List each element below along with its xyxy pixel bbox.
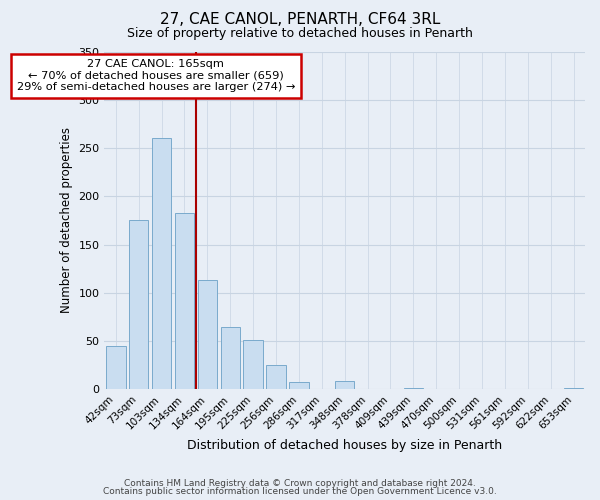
Bar	[152, 138, 172, 390]
Bar	[197, 280, 217, 390]
Bar	[221, 326, 240, 390]
Bar	[404, 388, 423, 390]
Bar	[106, 346, 125, 390]
Text: Contains public sector information licensed under the Open Government Licence v3: Contains public sector information licen…	[103, 487, 497, 496]
Text: 27, CAE CANOL, PENARTH, CF64 3RL: 27, CAE CANOL, PENARTH, CF64 3RL	[160, 12, 440, 28]
Text: Contains HM Land Registry data © Crown copyright and database right 2024.: Contains HM Land Registry data © Crown c…	[124, 478, 476, 488]
Bar	[289, 382, 308, 390]
Bar	[335, 381, 355, 390]
Bar	[175, 212, 194, 390]
Bar	[266, 366, 286, 390]
Text: Size of property relative to detached houses in Penarth: Size of property relative to detached ho…	[127, 28, 473, 40]
Y-axis label: Number of detached properties: Number of detached properties	[60, 128, 73, 314]
X-axis label: Distribution of detached houses by size in Penarth: Distribution of detached houses by size …	[187, 440, 502, 452]
Bar	[564, 388, 583, 390]
Text: 27 CAE CANOL: 165sqm
← 70% of detached houses are smaller (659)
29% of semi-deta: 27 CAE CANOL: 165sqm ← 70% of detached h…	[17, 59, 295, 92]
Bar	[129, 220, 148, 390]
Bar	[244, 340, 263, 390]
